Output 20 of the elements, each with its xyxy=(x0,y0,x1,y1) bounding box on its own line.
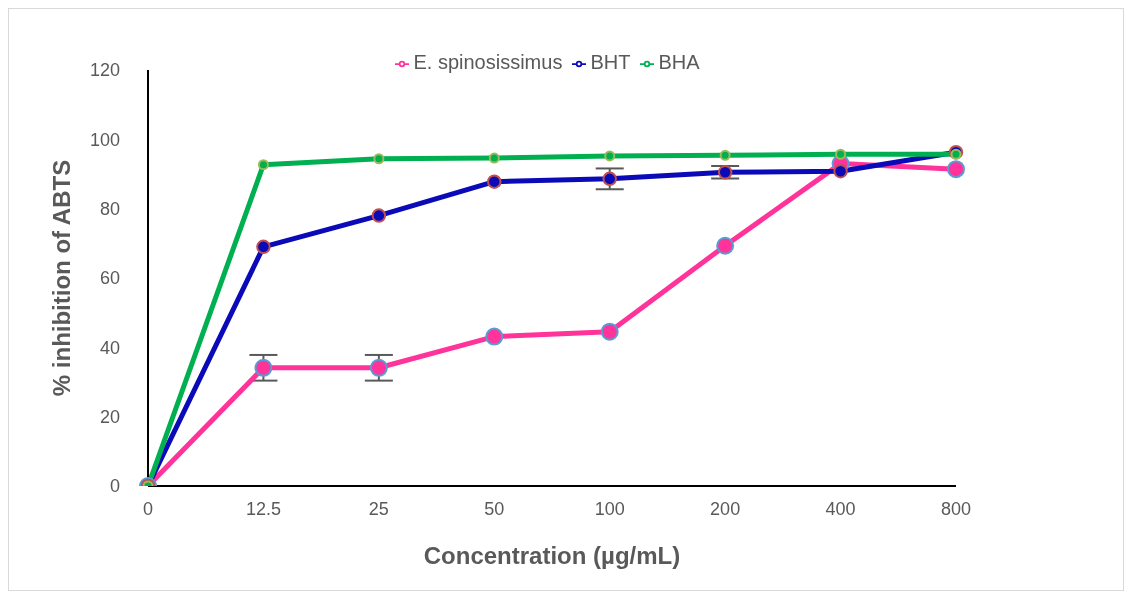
x-tick-label: 200 xyxy=(710,498,741,519)
x-tick-label: 400 xyxy=(825,498,856,519)
x-axis-title: Concentration (µg/mL) xyxy=(423,542,681,569)
y-tick-label: 100 xyxy=(89,129,120,150)
y-tick-label: 40 xyxy=(99,337,120,358)
legend-label: BHT xyxy=(590,51,631,73)
y-tick-label: 0 xyxy=(109,476,120,497)
legend-label: E. spinosissimus xyxy=(413,51,563,73)
x-tick-label: 50 xyxy=(484,498,505,519)
x-tick-label: 0 xyxy=(142,498,154,519)
y-axis-title: % inhibition of ABTS xyxy=(47,159,75,397)
y-tick-label: 120 xyxy=(89,60,120,81)
x-tick-label: 800 xyxy=(940,498,972,519)
x-tick-label: 25 xyxy=(368,498,389,519)
x-tick-label: 12.5 xyxy=(245,498,281,519)
legend-label: BHA xyxy=(658,51,700,73)
y-tick-label: 60 xyxy=(99,268,120,289)
y-tick-label: 20 xyxy=(99,407,120,428)
y-tick-label: 80 xyxy=(99,199,120,220)
x-tick-label: 100 xyxy=(594,498,625,519)
